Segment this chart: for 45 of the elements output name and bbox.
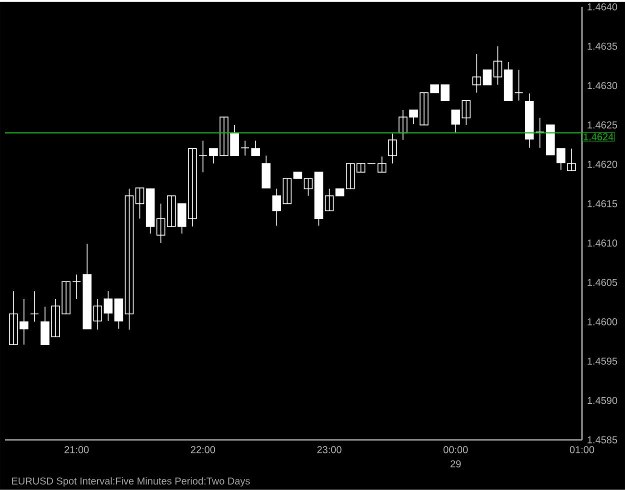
- x-tick-label: 01:00: [570, 446, 594, 454]
- y-tick-label: 1.4620: [588, 160, 618, 168]
- y-tick-label: 1.4630: [588, 82, 618, 90]
- candlestick: [535, 118, 544, 148]
- candlestick: [30, 290, 39, 322]
- candlestick: [378, 156, 386, 173]
- candlestick: [462, 100, 471, 126]
- candlestick: [324, 188, 334, 212]
- candlestick: [72, 274, 81, 300]
- candlestick: [451, 110, 460, 134]
- candlestick: [93, 298, 102, 330]
- candlestick: [472, 54, 482, 94]
- x-tick-label: 00:00: [444, 446, 468, 454]
- candlestick: [514, 70, 524, 102]
- candlestick: [251, 140, 260, 156]
- candlestick: [493, 46, 502, 86]
- candlestick: [567, 148, 576, 172]
- candlestick: [124, 188, 134, 330]
- y-tick-label: 1.4615: [588, 200, 618, 208]
- candlestick: [304, 178, 313, 196]
- y-tick-label: 1.4590: [588, 397, 618, 404]
- candlestick: [388, 133, 397, 164]
- x-tick-label: 23:00: [317, 446, 342, 454]
- y-tick-label: 1.4585: [588, 436, 618, 444]
- y-tick-label: 1.4605: [588, 278, 618, 286]
- text: 29: [450, 460, 461, 468]
- y-tick-label: 1.4610: [588, 240, 618, 247]
- y-tick-label: 1.4640: [588, 3, 618, 10]
- candlestick: [156, 203, 166, 244]
- y-tick-label: 1.4595: [588, 358, 618, 365]
- candlestick: [135, 188, 144, 220]
- y-tick-label: 1.4625: [588, 121, 618, 129]
- x-tick-label: 21:00: [64, 446, 89, 454]
- candlestick: [240, 140, 250, 156]
- candlestick: [272, 188, 282, 226]
- x-tick-label: 22:00: [190, 446, 216, 454]
- candlestick: [104, 290, 113, 322]
- candlestick: [482, 70, 492, 86]
- ref-line-label: 1.4624: [584, 133, 614, 140]
- y-tick-label: 1.4635: [588, 42, 618, 50]
- y-tick-label: 1.4600: [588, 318, 618, 326]
- candlestick: [198, 140, 208, 173]
- candlestick: [282, 178, 292, 204]
- candlestick: [114, 298, 124, 330]
- text: EURUSD Spot Interval:Five Minutes Period:Two Days: [12, 477, 250, 487]
